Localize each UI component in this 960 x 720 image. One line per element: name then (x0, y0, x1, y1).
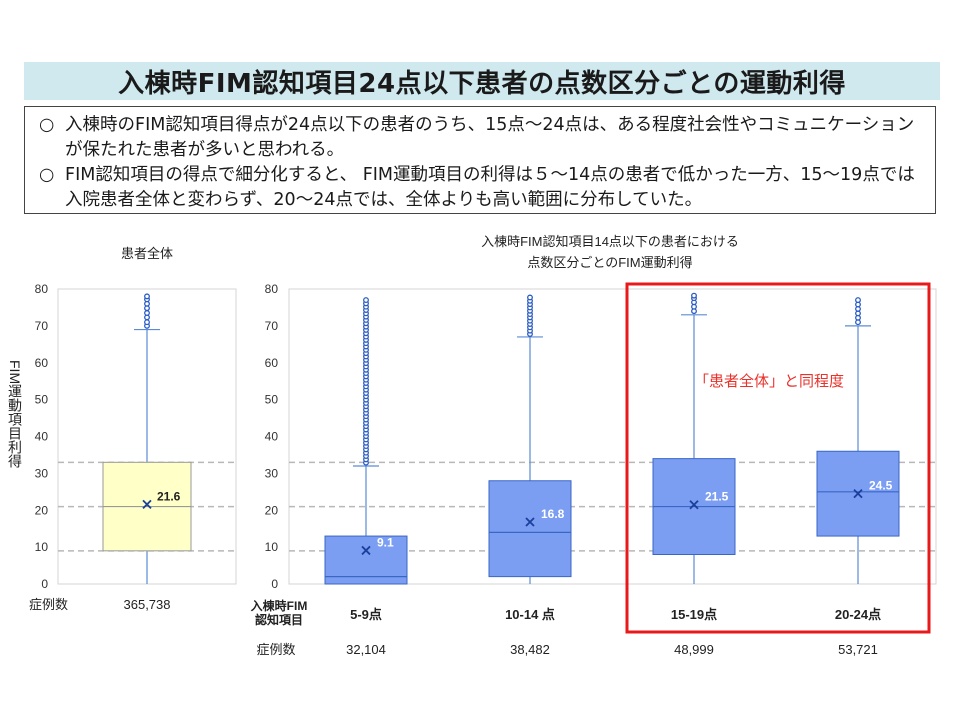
mean-label: 24.5 (869, 479, 893, 493)
outlier-point (691, 292, 697, 299)
outlier-point (144, 293, 150, 300)
case-count: 53,721 (838, 642, 878, 657)
mean-marker (142, 499, 152, 509)
bullet-text: 入棟時のFIM認知項目得点が24点以下の患者のうち、15点～24点は、ある程度社… (65, 115, 915, 160)
y-tick-label: 60 (265, 356, 279, 370)
category-label: 20-24点 (835, 607, 881, 622)
mean-label: 16.8 (541, 507, 565, 521)
highlight-frame (625, 282, 931, 634)
case-count: 365,738 (124, 597, 171, 612)
outlier-point (363, 297, 369, 304)
y-tick-label: 40 (265, 430, 279, 444)
y-tick-label: 40 (35, 430, 49, 444)
y-tick-label: 10 (35, 540, 49, 554)
y-tick-label: 60 (35, 356, 49, 370)
box (488, 480, 572, 578)
case-count: 32,104 (346, 642, 386, 657)
box (324, 535, 408, 585)
page-title: 入棟時FIM認知項目24点以下患者の点数区分ごとの運動利得 (118, 68, 846, 99)
category-header: 認知項目 (255, 612, 303, 627)
y-tick-label: 10 (265, 540, 279, 554)
outlier-point (144, 319, 150, 326)
bullet-mark: ○ (39, 165, 55, 185)
title-bar: 入棟時FIM認知項目24点以下患者の点数区分ごとの運動利得 (24, 62, 940, 100)
mean-label: 9.1 (377, 535, 394, 549)
case-count: 48,999 (674, 642, 714, 657)
category-header: 入棟時FIM (251, 598, 308, 613)
y-tick-label: 50 (35, 393, 49, 407)
y-axis-label: FIM運動項目利得 (7, 360, 23, 468)
bullet-2: ○ FIM認知項目の得点で細分化すると、 FIM運動項目の利得は５～14点の患者… (39, 163, 925, 213)
y-tick-label: 30 (265, 466, 279, 480)
chart-title: 患者全体 (121, 246, 173, 261)
plot-frame (288, 288, 937, 585)
case-count: 38,482 (510, 642, 550, 657)
y-tick-label: 70 (265, 319, 279, 333)
y-tick-label: 20 (265, 503, 279, 517)
mean-marker (853, 489, 863, 499)
y-tick-label: 70 (35, 319, 49, 333)
highlight-note: 「患者全体」と同程度 (694, 372, 845, 390)
category-label: 5-9点 (350, 607, 382, 622)
category-label: 15-19点 (671, 607, 717, 622)
y-tick-label: 0 (271, 577, 278, 591)
chart-title: 入棟時FIM認知項目14点以下の患者における (481, 234, 739, 249)
bullet-mark: ○ (39, 115, 55, 135)
summary-box: ○ 入棟時のFIM認知項目得点が24点以下の患者のうち、15点～24点は、ある程… (24, 106, 936, 214)
y-tick-label: 50 (265, 393, 279, 407)
count-label: 症例数 (256, 642, 295, 657)
mean-label: 21.5 (705, 490, 729, 504)
y-tick-label: 80 (265, 282, 279, 296)
mean-label: 21.6 (157, 489, 181, 503)
bullet-text: FIM認知項目の得点で細分化すると、 FIM運動項目の利得は５～14点の患者で低… (65, 165, 915, 210)
category-label: 10-14 点 (505, 607, 555, 622)
y-tick-label: 30 (35, 466, 49, 480)
chart-title: 点数区分ごとのFIM運動利得 (527, 255, 692, 270)
mean-marker (689, 500, 699, 510)
outlier-point (144, 310, 150, 316)
y-tick-label: 80 (35, 282, 49, 296)
y-tick-label: 20 (35, 503, 49, 517)
bullet-1: ○ 入棟時のFIM認知項目得点が24点以下の患者のうち、15点～24点は、ある程… (39, 113, 925, 163)
count-label: 症例数 (29, 597, 68, 612)
y-tick-label: 0 (41, 577, 48, 591)
outlier-point (855, 297, 861, 304)
outlier-point (527, 294, 533, 301)
mean-marker (361, 545, 371, 556)
mean-marker (525, 517, 535, 527)
